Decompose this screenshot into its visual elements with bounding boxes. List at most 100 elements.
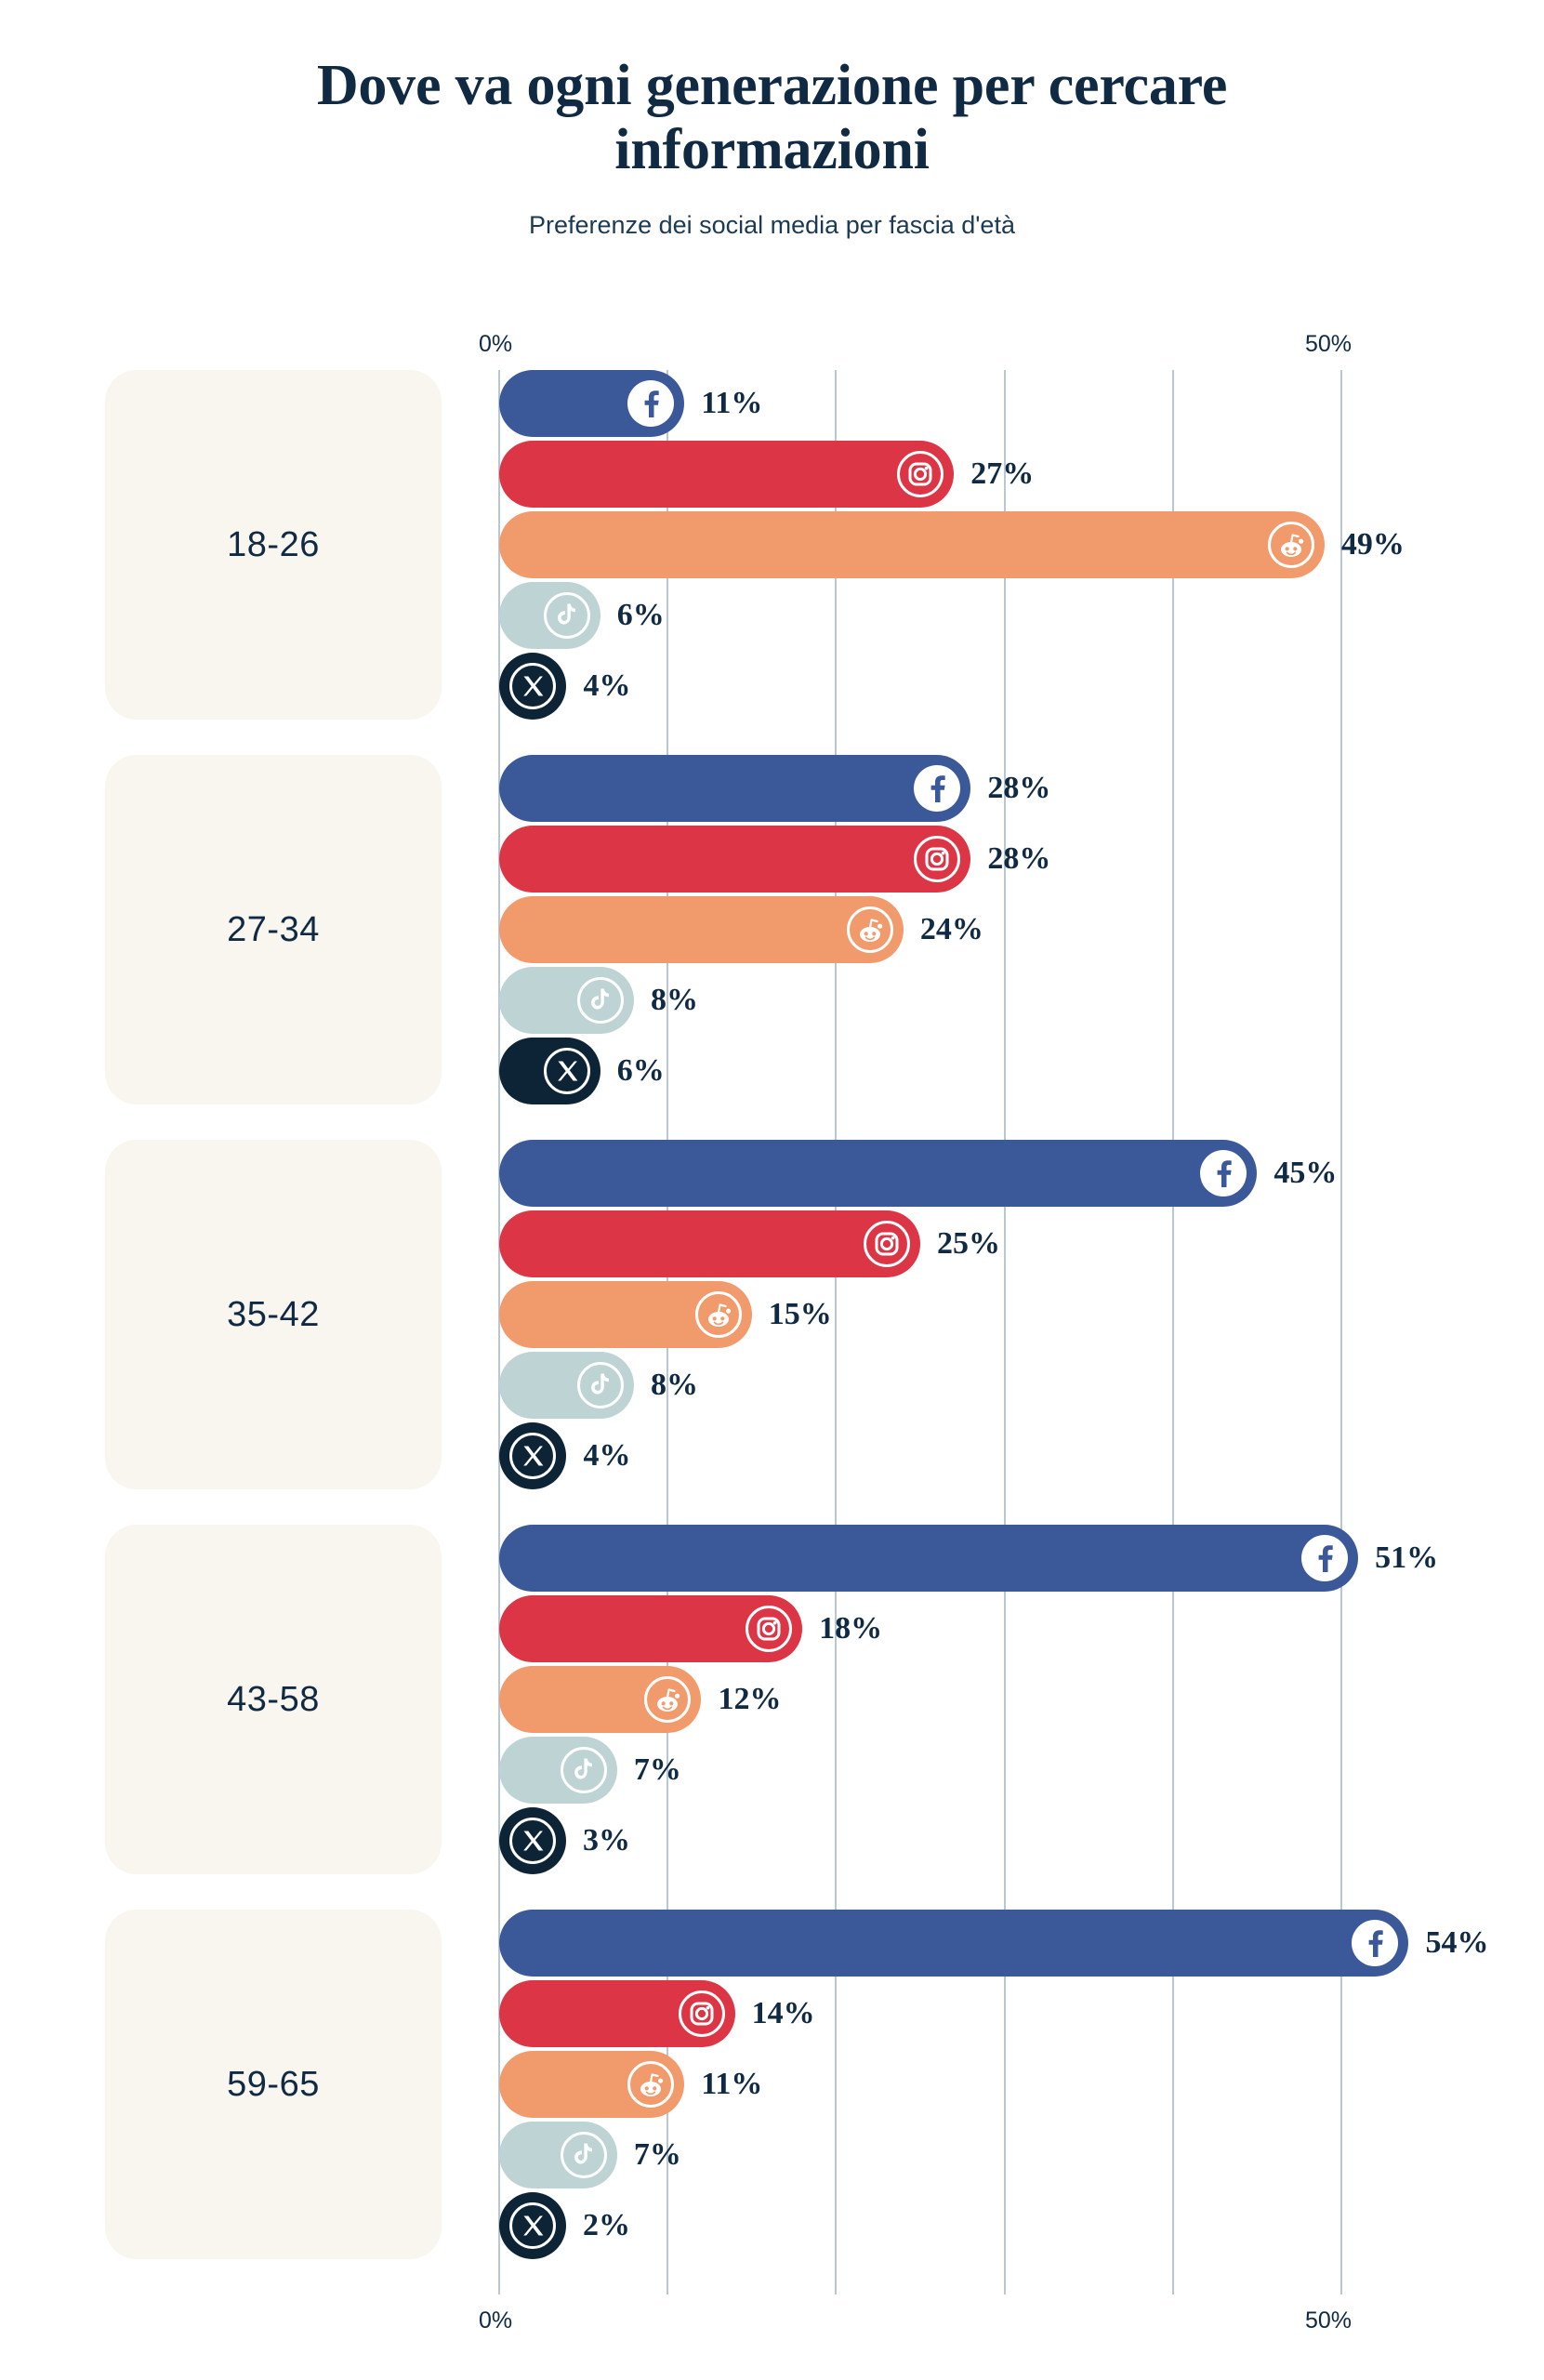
reddit-icon <box>1267 521 1315 569</box>
bar-value-label: 25% <box>937 1226 1000 1261</box>
reddit-icon <box>643 1675 692 1724</box>
bar-row: 12% <box>0 1666 1544 1733</box>
bar-value-label: 15% <box>768 1297 832 1331</box>
bar-row: 14% <box>0 1980 1544 2047</box>
axis-tick-bottom-0: 0% <box>479 2307 513 2334</box>
bar-tiktok[interactable] <box>499 1352 634 1419</box>
age-group-label: 43-58 <box>227 1679 320 1719</box>
bar-facebook[interactable] <box>499 1525 1359 1592</box>
bar-row: 6% <box>0 1038 1544 1104</box>
bar-instagram[interactable] <box>499 441 955 508</box>
bar-row: 49% <box>0 511 1544 578</box>
bar-row: 8% <box>0 1352 1544 1419</box>
bar-reddit[interactable] <box>499 511 1325 578</box>
instagram-icon <box>745 1605 793 1653</box>
bar-value-label: 7% <box>633 1752 681 1787</box>
instagram-icon <box>863 1220 911 1268</box>
tiktok-icon <box>543 591 591 640</box>
bar-group: 35-42 45% 25% 15% 8% 4% <box>0 1140 1544 1489</box>
age-group-label: 18-26 <box>227 524 320 564</box>
bar-x[interactable] <box>499 653 567 720</box>
bar-group: 27-34 28% 28% 24% 8% 6% <box>0 755 1544 1104</box>
age-group-card[interactable]: 18-26 <box>105 370 442 720</box>
age-group-card[interactable]: 35-42 <box>105 1140 442 1489</box>
bar-row: 25% <box>0 1210 1544 1277</box>
tiktok-icon <box>576 976 625 1025</box>
bar-value-label: 28% <box>987 771 1051 805</box>
reddit-icon <box>627 2060 675 2109</box>
bar-value-label: 51% <box>1375 1540 1439 1575</box>
bar-value-label: 18% <box>819 1611 883 1646</box>
bar-x[interactable] <box>499 1038 600 1104</box>
bar-row: 7% <box>0 2122 1544 2188</box>
bar-x[interactable] <box>499 1422 567 1489</box>
chart-subtitle: Preferenze dei social media per fascia d… <box>529 210 1015 239</box>
bar-tiktok[interactable] <box>499 2122 617 2188</box>
bar-value-label: 14% <box>751 1996 815 2030</box>
x-icon <box>508 1432 557 1480</box>
bar-groups: 18-26 11% 27% 49% 6% 4% 27-34 28% 28% <box>0 370 1544 2294</box>
bars: 54% 14% 11% 7% 2% <box>0 1910 1544 2263</box>
bar-row: 54% <box>0 1910 1544 1977</box>
bar-value-label: 2% <box>583 2208 630 2242</box>
facebook-icon <box>1199 1149 1247 1197</box>
bar-group: 18-26 11% 27% 49% 6% 4% <box>0 370 1544 720</box>
bar-x[interactable] <box>499 2192 566 2259</box>
bar-row: 27% <box>0 441 1544 508</box>
facebook-icon <box>1351 1919 1399 1967</box>
axis-tick-top-50: 50% <box>1305 331 1353 357</box>
bar-reddit[interactable] <box>499 1666 702 1733</box>
bar-reddit[interactable] <box>499 896 904 963</box>
bar-row: 11% <box>0 2051 1544 2118</box>
age-group-card[interactable]: 27-34 <box>105 755 442 1104</box>
bar-facebook[interactable] <box>499 1140 1258 1207</box>
axis-tick-bottom-50: 50% <box>1305 2307 1353 2334</box>
x-icon <box>508 662 557 710</box>
bar-reddit[interactable] <box>499 2051 685 2118</box>
bar-value-label: 28% <box>987 841 1051 876</box>
bar-value-label: 8% <box>650 1368 698 1402</box>
bar-row: 18% <box>0 1595 1544 1662</box>
bar-group: 59-65 54% 14% 11% 7% 2% <box>0 1910 1544 2259</box>
plot-area: 18-26 11% 27% 49% 6% 4% 27-34 28% 28% <box>0 370 1544 2294</box>
bar-instagram[interactable] <box>499 1595 803 1662</box>
bar-instagram[interactable] <box>499 1980 735 2047</box>
tiktok-icon <box>560 2131 608 2179</box>
bar-row: 4% <box>0 653 1544 720</box>
bar-value-label: 54% <box>1425 1925 1489 1960</box>
bar-row: 45% <box>0 1140 1544 1207</box>
bar-instagram[interactable] <box>499 1210 920 1277</box>
bar-row: 15% <box>0 1281 1544 1348</box>
bar-x[interactable] <box>499 1807 566 1874</box>
bar-reddit[interactable] <box>499 1281 752 1348</box>
x-icon <box>508 1817 557 1865</box>
instagram-icon <box>678 1990 726 2038</box>
bar-group: 43-58 51% 18% 12% 7% 3% <box>0 1525 1544 1874</box>
bar-tiktok[interactable] <box>499 967 634 1034</box>
bar-instagram[interactable] <box>499 826 971 892</box>
axis-top: 0% 50% <box>0 331 1544 363</box>
bar-tiktok[interactable] <box>499 582 600 649</box>
facebook-icon <box>1300 1534 1349 1582</box>
bar-value-label: 49% <box>1340 527 1405 562</box>
bars: 51% 18% 12% 7% 3% <box>0 1525 1544 1878</box>
axis-bottom: 0% 50% <box>0 2307 1544 2339</box>
bar-row: 6% <box>0 582 1544 649</box>
bar-row: 8% <box>0 967 1544 1034</box>
bar-tiktok[interactable] <box>499 1737 617 1804</box>
bar-value-label: 3% <box>583 1823 630 1858</box>
age-group-card[interactable]: 43-58 <box>105 1525 442 1874</box>
chart-header: Dove va ogni generazione per cercare inf… <box>0 0 1544 240</box>
bar-row: 24% <box>0 896 1544 963</box>
bar-row: 7% <box>0 1737 1544 1804</box>
bar-value-label: 27% <box>970 456 1035 491</box>
bar-facebook[interactable] <box>499 1910 1409 1977</box>
bar-facebook[interactable] <box>499 370 685 437</box>
bar-value-label: 6% <box>616 1053 665 1088</box>
bar-facebook[interactable] <box>499 755 971 822</box>
reddit-icon <box>694 1290 743 1339</box>
bar-value-label: 4% <box>583 1438 631 1473</box>
bar-row: 51% <box>0 1525 1544 1592</box>
age-group-card[interactable]: 59-65 <box>105 1910 442 2259</box>
